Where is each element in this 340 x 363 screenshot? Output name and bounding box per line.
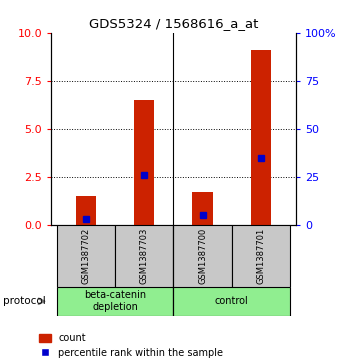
Bar	[57, 287, 173, 316]
Bar	[232, 225, 290, 287]
Bar	[173, 225, 232, 287]
Text: control: control	[215, 296, 249, 306]
Legend: count, percentile rank within the sample: count, percentile rank within the sample	[39, 333, 223, 358]
Bar	[76, 196, 96, 225]
Text: GSM1387703: GSM1387703	[140, 228, 149, 284]
Bar	[192, 192, 213, 225]
Bar	[251, 50, 271, 225]
Text: GSM1387700: GSM1387700	[198, 228, 207, 284]
Text: beta-catenin
depletion: beta-catenin depletion	[84, 290, 146, 312]
Bar	[57, 225, 115, 287]
Bar	[134, 100, 154, 225]
Bar	[115, 225, 173, 287]
Text: protocol: protocol	[3, 296, 46, 306]
Text: GSM1387701: GSM1387701	[256, 228, 265, 284]
Title: GDS5324 / 1568616_a_at: GDS5324 / 1568616_a_at	[89, 17, 258, 30]
Text: GSM1387702: GSM1387702	[82, 228, 90, 284]
Bar	[173, 287, 290, 316]
